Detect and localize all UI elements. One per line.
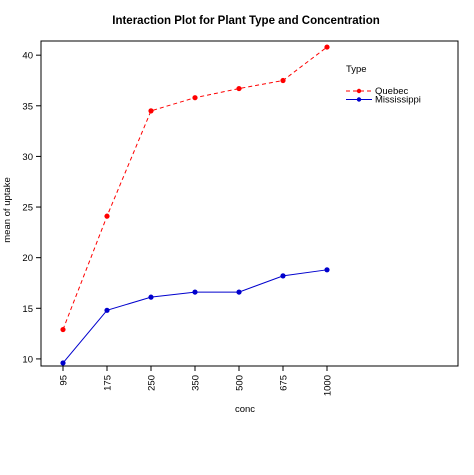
y-tick-label: 20	[22, 253, 33, 264]
legend-marker	[356, 97, 362, 102]
x-tick-label: 1000	[323, 375, 334, 396]
x-tick-label: 175	[103, 375, 114, 391]
x-tick-label: 250	[147, 375, 158, 391]
data-point	[236, 289, 242, 295]
x-tick-label: 350	[191, 375, 202, 391]
legend-entry-mississippi: Mississippi	[346, 95, 421, 106]
x-tick-label: 500	[235, 375, 246, 391]
data-point	[280, 77, 286, 84]
y-axis-title: mean of uptake	[2, 177, 13, 243]
y-tick-label: 10	[22, 354, 33, 365]
y-tick-label: 35	[22, 101, 33, 112]
data-point	[148, 294, 154, 300]
data-point	[192, 95, 198, 101]
data-point	[104, 307, 110, 313]
y-tick-label: 40	[22, 51, 33, 62]
data-point	[148, 108, 154, 114]
plot-frame	[40, 40, 459, 367]
data-point	[324, 44, 330, 50]
series-line	[62, 46, 328, 330]
x-tick-label: 95	[59, 375, 70, 386]
data-point	[60, 360, 66, 366]
y-tick-label: 30	[22, 152, 33, 163]
legend-title: Type	[346, 64, 367, 75]
legend-entry-quebec: Quebec	[346, 86, 409, 97]
series-mississippi	[60, 267, 330, 366]
y-axis: 10 15 20 25 30 35 40	[22, 51, 41, 365]
legend-label: Quebec	[375, 86, 409, 97]
data-point	[324, 267, 330, 273]
data-point	[104, 213, 110, 219]
series-line	[62, 269, 328, 364]
x-axis: 95 175 250 350 500 675 1000	[59, 366, 334, 396]
legend-label: Mississippi	[375, 95, 421, 106]
data-point	[192, 289, 198, 295]
legend-marker	[356, 88, 362, 94]
data-point	[60, 326, 66, 333]
x-axis-title: conc	[235, 404, 255, 415]
y-tick-label: 15	[22, 304, 33, 315]
chart-title: Interaction Plot for Plant Type and Conc…	[112, 15, 380, 27]
data-point	[236, 85, 242, 92]
series-quebec	[60, 44, 330, 333]
data-point	[280, 273, 286, 279]
series-layer	[60, 44, 330, 366]
x-tick-label: 675	[279, 375, 290, 391]
y-tick-label: 25	[22, 203, 33, 214]
